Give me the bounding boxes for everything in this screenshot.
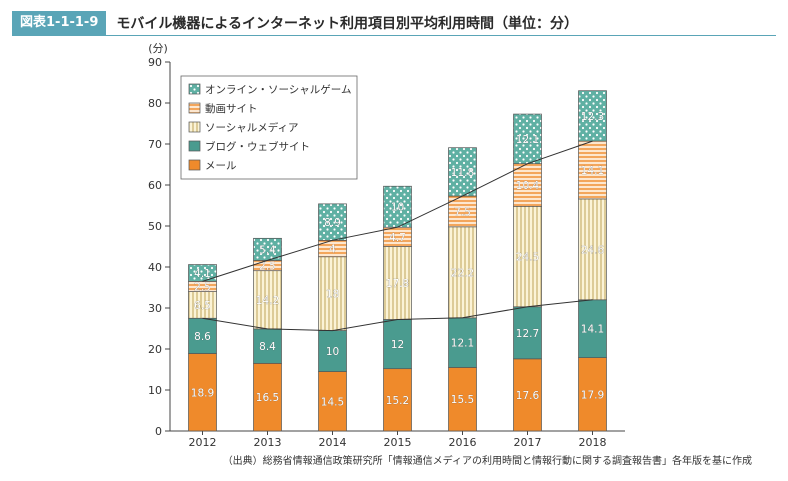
cumulative-trend-line xyxy=(202,299,593,332)
data-label: 24.5 xyxy=(516,252,539,264)
figure-title: モバイル機器によるインターネット利用項目別平均利用時間（単位：分） xyxy=(116,16,578,32)
y-tick-label: 0 xyxy=(155,425,162,438)
x-tick-label: 2018 xyxy=(579,436,607,449)
data-label: 12.3 xyxy=(581,111,604,123)
x-tick-label: 2015 xyxy=(384,436,412,449)
bar-segment-blog-web xyxy=(513,306,542,360)
bar-segment-online-game xyxy=(383,185,412,228)
legend-label-social-media: ソーシャルメディア xyxy=(205,121,299,134)
legend-label-online-game: オンライン・ソーシャルゲーム xyxy=(205,84,351,96)
data-label: 2.5 xyxy=(194,281,211,293)
y-tick-label: 60 xyxy=(148,179,162,192)
data-label: 17.6 xyxy=(516,390,540,402)
bar-segment-social-media xyxy=(383,246,412,320)
data-label: 10 xyxy=(326,346,339,358)
legend-swatch-mail xyxy=(188,159,201,171)
y-tick-label: 90 xyxy=(148,56,162,69)
data-label: 14.1 xyxy=(581,165,604,177)
data-label: 12.1 xyxy=(516,134,539,146)
data-label: 16.5 xyxy=(256,392,279,404)
legend-label-video: 動画サイト xyxy=(205,102,258,115)
data-label: 12 xyxy=(391,339,404,351)
y-tick-label: 10 xyxy=(148,384,162,397)
data-label: 15.5 xyxy=(451,394,474,406)
data-label: 10 xyxy=(391,202,404,214)
data-label: 8.9 xyxy=(324,217,341,229)
data-label: 4 xyxy=(329,244,336,256)
data-label: 17.9 xyxy=(581,389,604,401)
data-label: 12.1 xyxy=(451,338,474,350)
data-label: 5.4 xyxy=(259,244,276,256)
data-label: 14.5 xyxy=(321,396,344,408)
bar-segment-mail xyxy=(578,357,607,432)
bar-segment-social-media xyxy=(188,291,217,319)
figure-label: 図表1-1-1-9 xyxy=(12,11,107,35)
y-tick-label: 40 xyxy=(148,261,162,274)
bar-segment-mail xyxy=(513,358,542,432)
bar-segment-mail xyxy=(448,367,477,432)
data-label: 8.4 xyxy=(259,341,276,353)
data-label: 18.9 xyxy=(191,387,214,399)
data-label: 14.2 xyxy=(256,295,279,307)
data-label: 8.6 xyxy=(194,331,211,343)
y-tick-label: 50 xyxy=(148,220,162,233)
legend-box xyxy=(180,75,358,180)
data-label: 4.7 xyxy=(389,232,406,244)
bar-segment-social-media xyxy=(513,205,542,308)
legend-swatch-video xyxy=(188,102,201,114)
axes: 0 10 20 30 40 50 60 70 80 90 2012 2013 2014 2015 2016 2… xyxy=(148,56,625,449)
legend-swatch-social-media xyxy=(188,121,201,133)
bar-segment-social-media xyxy=(253,270,282,330)
figure-header: 図表1-1-1-9 モバイル機器によるインターネット利用項目別平均利用時間（単位… xyxy=(12,11,578,35)
legend-label-blog-web: ブログ・ウェブサイト xyxy=(205,140,310,153)
y-tick-label: 20 xyxy=(148,343,162,356)
data-label: 14.1 xyxy=(581,324,604,336)
bar-segment-blog-web xyxy=(318,330,347,372)
bar-segment-social-media xyxy=(448,226,477,319)
data-label: 18 xyxy=(326,289,339,301)
source-note: （出典）総務省情報通信政策研究所「情報通信メディアの利用時間と情報行動に関する調… xyxy=(222,456,752,467)
data-label: 6.5 xyxy=(194,300,211,312)
bars: 18.98.66.52.54.116.58.414.22.55.414.5101… xyxy=(188,90,607,432)
y-tick-label: 70 xyxy=(148,138,162,151)
cumulative-trend-line xyxy=(202,140,593,282)
x-tick-label: 2017 xyxy=(514,436,542,449)
legend-label-mail: メール xyxy=(205,160,237,172)
bar-segment-video xyxy=(448,195,477,228)
y-tick-label: 80 xyxy=(148,97,162,110)
data-label: 15.2 xyxy=(386,395,409,407)
bar-segment-mail xyxy=(383,368,412,432)
legend-swatch-blog-web xyxy=(188,140,201,152)
legend-swatch-online-game xyxy=(188,83,201,95)
data-label: 12.7 xyxy=(516,328,539,340)
data-label: 10.4 xyxy=(516,180,540,192)
y-unit-label: (分) xyxy=(148,42,168,55)
bar-segment-blog-web xyxy=(448,317,477,368)
bar-segment-mail xyxy=(318,371,347,432)
bar-segment-blog-web xyxy=(253,328,282,364)
bar-segment-video xyxy=(513,163,542,207)
data-label: 24.6 xyxy=(581,244,605,256)
bar-segment-blog-web xyxy=(383,319,412,370)
header-rule xyxy=(12,35,776,36)
bar-segment-online-game xyxy=(513,113,542,165)
legend: オンライン・ソーシャルゲーム動画サイトソーシャルメディアブログ・ウェブサイトメー… xyxy=(180,75,358,180)
x-tick-label: 2012 xyxy=(189,436,217,449)
bar-segment-online-game xyxy=(448,147,477,197)
data-label: 2.5 xyxy=(259,261,276,273)
x-tick-label: 2014 xyxy=(319,436,347,449)
data-label: 17.8 xyxy=(386,278,409,290)
data-label: 4.1 xyxy=(194,268,211,280)
y-tick-label: 30 xyxy=(148,302,162,315)
data-label: 22.2 xyxy=(451,267,474,279)
x-tick-label: 2016 xyxy=(449,436,477,449)
bar-segment-mail xyxy=(188,353,217,432)
data-label: 11.8 xyxy=(451,167,474,179)
trend-lines xyxy=(202,140,593,332)
data-label: 7.5 xyxy=(454,206,471,218)
x-tick-label: 2013 xyxy=(254,436,282,449)
bar-segment-mail xyxy=(253,363,282,432)
bar-segment-online-game xyxy=(318,203,347,241)
